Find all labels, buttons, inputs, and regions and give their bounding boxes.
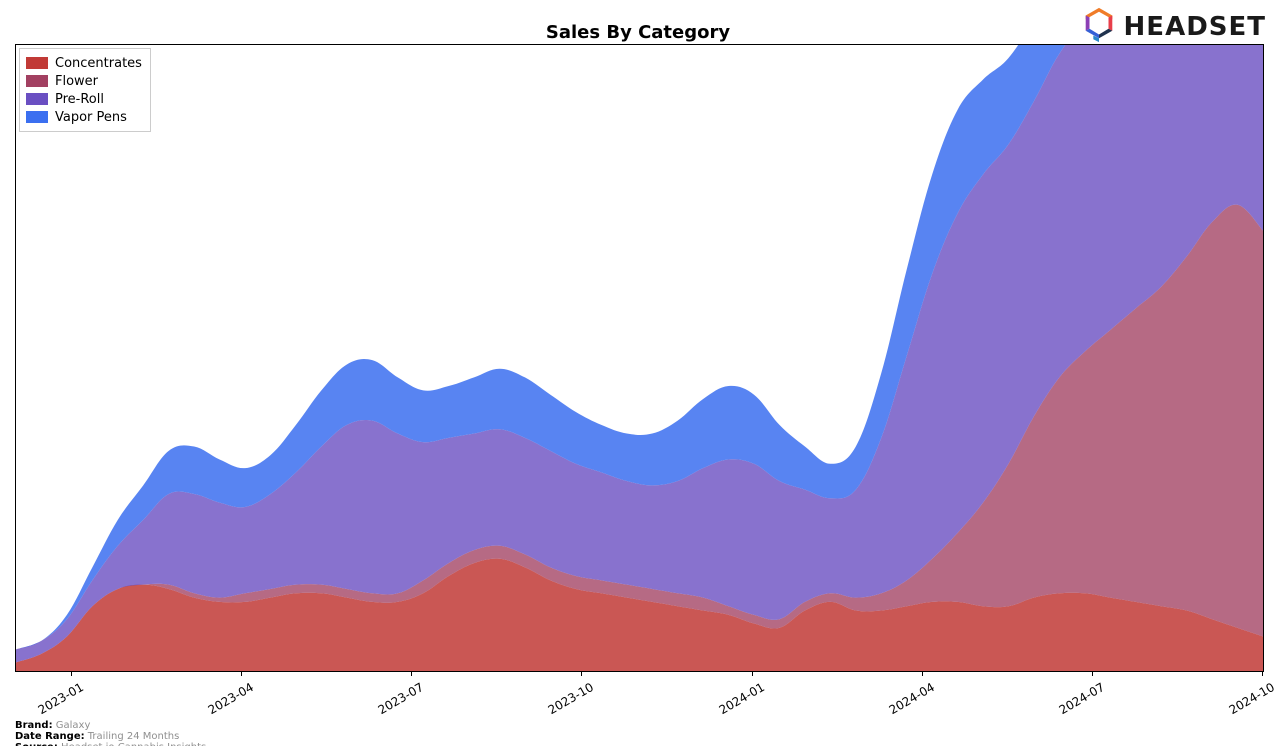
legend-label: Vapor Pens xyxy=(55,110,127,125)
legend-swatch xyxy=(26,57,48,69)
meta-range-label: Date Range: xyxy=(15,731,85,742)
meta-source-label: Source: xyxy=(15,742,58,746)
legend-item: Pre-Roll xyxy=(26,90,142,108)
legend-swatch xyxy=(26,93,48,105)
xtick-label: 2024-07 xyxy=(1039,680,1107,727)
legend-label: Pre-Roll xyxy=(55,92,104,107)
legend-item: Concentrates xyxy=(26,54,142,72)
xtick-label: 2024-04 xyxy=(869,680,937,727)
meta-range-value: Trailing 24 Months xyxy=(88,731,180,742)
legend-label: Flower xyxy=(55,74,98,89)
headset-logo-icon xyxy=(1080,6,1118,48)
legend-swatch xyxy=(26,111,48,123)
chart-plot-area xyxy=(15,44,1264,672)
chart-legend: Concentrates Flower Pre-Roll Vapor Pens xyxy=(19,48,151,132)
legend-swatch xyxy=(26,75,48,87)
meta-brand-label: Brand: xyxy=(15,720,53,731)
xtick-label: 2023-07 xyxy=(359,680,427,727)
meta-source-value: Headset.io Cannabis Insights xyxy=(61,742,206,746)
xtick-label: 2024-10 xyxy=(1209,680,1276,727)
legend-label: Concentrates xyxy=(55,56,142,71)
legend-item: Flower xyxy=(26,72,142,90)
chart-metadata: Brand: Galaxy Date Range: Trailing 24 Mo… xyxy=(15,720,206,746)
xtick-label: 2024-01 xyxy=(699,680,767,727)
xtick-label: 2023-10 xyxy=(529,680,597,727)
brand-logo: HEADSET xyxy=(1080,6,1266,48)
brand-logo-text: HEADSET xyxy=(1124,12,1266,42)
meta-brand-value: Galaxy xyxy=(56,720,91,731)
legend-item: Vapor Pens xyxy=(26,108,142,126)
